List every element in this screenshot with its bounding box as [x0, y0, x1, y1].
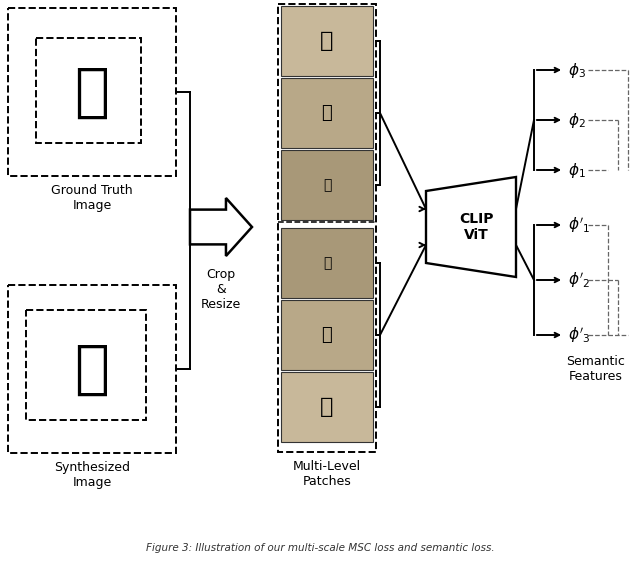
Text: $\phi_3$: $\phi_3$: [568, 61, 586, 80]
Bar: [281, 300, 373, 370]
Text: Synthesized
Image: Synthesized Image: [54, 461, 130, 489]
Text: 🎙: 🎙: [74, 341, 109, 398]
Text: $\phi'_3$: $\phi'_3$: [568, 325, 591, 345]
Bar: [281, 228, 373, 298]
Polygon shape: [426, 177, 516, 277]
Text: Multi-Level
Patches: Multi-Level Patches: [293, 460, 361, 488]
Text: $\phi_1$: $\phi_1$: [568, 160, 586, 180]
Text: $\phi_2$: $\phi_2$: [568, 111, 586, 130]
Text: 🎙: 🎙: [323, 256, 331, 270]
Text: $\phi'_1$: $\phi'_1$: [568, 215, 591, 235]
Bar: [281, 6, 373, 76]
Text: 🎙: 🎙: [74, 63, 109, 121]
Bar: [8, 285, 176, 453]
Bar: [36, 38, 141, 143]
Bar: [26, 310, 146, 420]
Text: CLIP
ViT: CLIP ViT: [459, 212, 493, 242]
Bar: [281, 78, 373, 148]
Text: 🎙: 🎙: [320, 397, 333, 417]
Bar: [278, 4, 376, 452]
Bar: [281, 150, 373, 220]
Text: Figure 3: Illustration of our multi-scale MSC loss and semantic loss.: Figure 3: Illustration of our multi-scal…: [146, 543, 494, 553]
Text: 🎙: 🎙: [320, 31, 333, 51]
Polygon shape: [190, 198, 252, 256]
Bar: [281, 372, 373, 442]
Text: 🎙: 🎙: [323, 178, 331, 192]
Text: 🎙: 🎙: [322, 326, 332, 344]
Bar: [8, 8, 176, 176]
Text: Crop
&
Resize: Crop & Resize: [201, 268, 241, 311]
Text: 🎙: 🎙: [322, 104, 332, 122]
Text: $\phi'_2$: $\phi'_2$: [568, 270, 591, 290]
Text: Semantic
Features: Semantic Features: [566, 355, 625, 383]
Text: Ground Truth
Image: Ground Truth Image: [51, 184, 133, 212]
